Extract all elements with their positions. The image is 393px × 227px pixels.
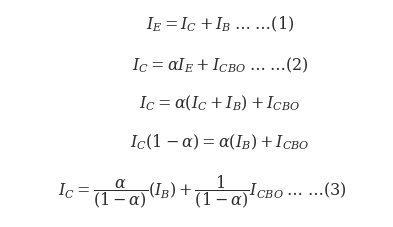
Text: $I_C = \alpha (I_C + I_B) + I_{CBO}$: $I_C = \alpha (I_C + I_B) + I_{CBO}$ <box>139 94 301 113</box>
Text: $I_C(1 - \alpha) = \alpha(I_B) + I_{CBO}$: $I_C(1 - \alpha) = \alpha(I_B) + I_{CBO}… <box>130 132 310 152</box>
Text: $I_E = I_C + I_B \; \ldots \; \ldots (1)$: $I_E = I_C + I_B \; \ldots \; \ldots (1)… <box>146 14 294 34</box>
Text: $I_C = \alpha I_E + I_{CBO} \; \ldots \; \ldots (2)$: $I_C = \alpha I_E + I_{CBO} \; \ldots \;… <box>132 55 309 74</box>
Text: $I_C = \dfrac{\alpha}{(1-\alpha)}(I_B) + \dfrac{1}{(1-\alpha)} I_{CBO} \; \ldots: $I_C = \dfrac{\alpha}{(1-\alpha)}(I_B) +… <box>58 173 347 210</box>
